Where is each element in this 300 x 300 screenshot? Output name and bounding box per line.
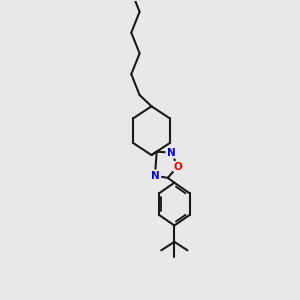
Text: O: O bbox=[173, 162, 182, 172]
Circle shape bbox=[166, 147, 177, 158]
Circle shape bbox=[172, 161, 183, 172]
Text: N: N bbox=[167, 148, 176, 158]
Circle shape bbox=[149, 170, 161, 182]
Text: N: N bbox=[151, 171, 159, 181]
